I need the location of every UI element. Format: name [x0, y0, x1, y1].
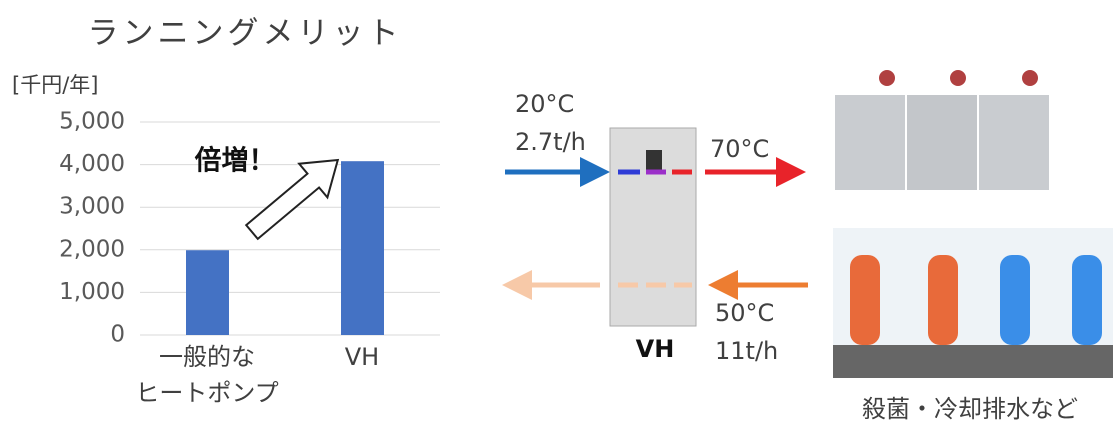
annotation: 倍増！: [195, 145, 276, 177]
inlet-flow: 2.7t/h: [515, 128, 586, 156]
y-tick-label: 5,000: [59, 109, 125, 135]
boilers: [835, 70, 1049, 190]
x-tick-label: 一般的なヒートポンプ: [135, 343, 278, 407]
return-temp: 50°C: [715, 299, 774, 327]
y-tick-label: 2,000: [59, 236, 125, 262]
outlet-temp: 70°C: [710, 135, 769, 163]
x-tick-label: VH: [345, 343, 379, 371]
return-flow: 11t/h: [715, 337, 778, 365]
y-tick-label: 3,000: [59, 194, 125, 220]
vh-panel: [646, 150, 662, 170]
y-tick-label: 1,000: [59, 279, 125, 305]
chart-title: ランニングメリット: [88, 16, 403, 52]
inlet-temp: 20°C: [515, 90, 574, 118]
slide: ランニングメリット [千円/年] 倍増！ 20°C 2.7t/h 70°C 50…: [0, 0, 1115, 428]
bar: [186, 250, 229, 335]
unit-label: [千円/年]: [12, 73, 98, 97]
y-tick-label: 0: [110, 322, 125, 348]
use-caption: 殺菌・冷却排水など: [862, 395, 1078, 423]
bar: [341, 161, 384, 335]
sterilization-image: [833, 228, 1113, 378]
unit-name: VH: [636, 335, 675, 363]
y-tick-label: 4,000: [59, 151, 125, 177]
